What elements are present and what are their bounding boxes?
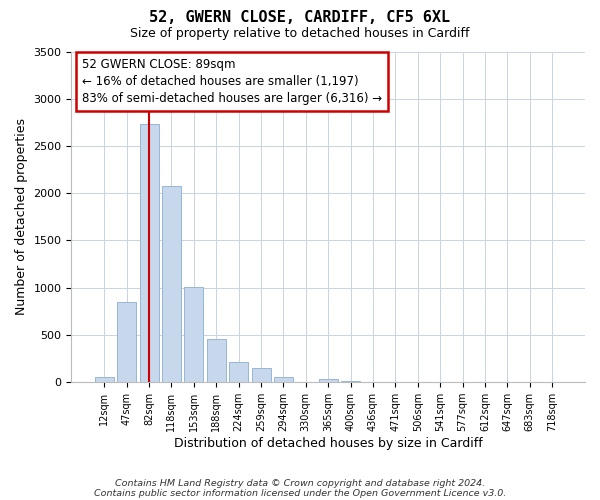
Bar xyxy=(274,377,293,382)
Bar xyxy=(319,380,338,382)
Text: Contains public sector information licensed under the Open Government Licence v3: Contains public sector information licen… xyxy=(94,488,506,498)
Bar xyxy=(117,302,136,382)
Text: Contains HM Land Registry data © Crown copyright and database right 2024.: Contains HM Land Registry data © Crown c… xyxy=(115,478,485,488)
Bar xyxy=(251,368,271,382)
Text: Size of property relative to detached houses in Cardiff: Size of property relative to detached ho… xyxy=(130,28,470,40)
Bar xyxy=(229,362,248,382)
Bar xyxy=(140,124,158,382)
Bar xyxy=(162,186,181,382)
X-axis label: Distribution of detached houses by size in Cardiff: Distribution of detached houses by size … xyxy=(174,437,482,450)
Bar xyxy=(95,377,114,382)
Text: 52 GWERN CLOSE: 89sqm
← 16% of detached houses are smaller (1,197)
83% of semi-d: 52 GWERN CLOSE: 89sqm ← 16% of detached … xyxy=(82,58,382,105)
Y-axis label: Number of detached properties: Number of detached properties xyxy=(15,118,28,316)
Text: 52, GWERN CLOSE, CARDIFF, CF5 6XL: 52, GWERN CLOSE, CARDIFF, CF5 6XL xyxy=(149,10,451,25)
Bar xyxy=(184,287,203,382)
Bar xyxy=(207,339,226,382)
